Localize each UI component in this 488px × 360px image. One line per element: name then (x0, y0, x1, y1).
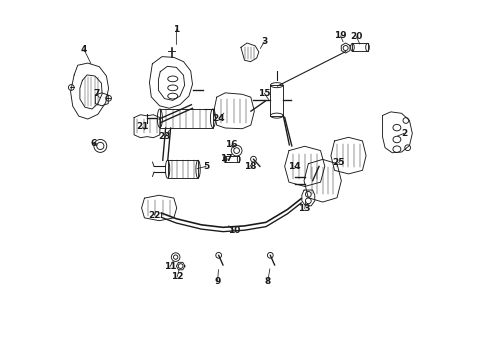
Text: 12: 12 (170, 272, 183, 281)
Text: 6: 6 (90, 139, 96, 148)
Text: 21: 21 (136, 122, 148, 131)
Text: 9: 9 (214, 276, 221, 285)
Text: 4: 4 (81, 45, 87, 54)
Text: 24: 24 (212, 114, 224, 123)
Text: 10: 10 (227, 226, 240, 235)
Text: 8: 8 (264, 276, 270, 285)
Text: 25: 25 (331, 158, 344, 167)
Text: 14: 14 (288, 162, 301, 171)
Text: 11: 11 (163, 262, 176, 271)
Text: 20: 20 (349, 32, 362, 41)
Text: 2: 2 (400, 129, 407, 138)
Text: 13: 13 (298, 204, 310, 213)
Text: 15: 15 (258, 89, 270, 98)
Text: 3: 3 (261, 37, 267, 46)
Text: 1: 1 (173, 25, 179, 34)
Text: 18: 18 (243, 162, 256, 171)
Text: 16: 16 (224, 140, 237, 149)
Text: 22: 22 (147, 211, 160, 220)
Text: 23: 23 (158, 132, 171, 141)
Text: 7: 7 (93, 89, 100, 98)
Text: 17: 17 (219, 154, 232, 163)
Text: 19: 19 (334, 31, 346, 40)
Text: 5: 5 (203, 162, 209, 171)
